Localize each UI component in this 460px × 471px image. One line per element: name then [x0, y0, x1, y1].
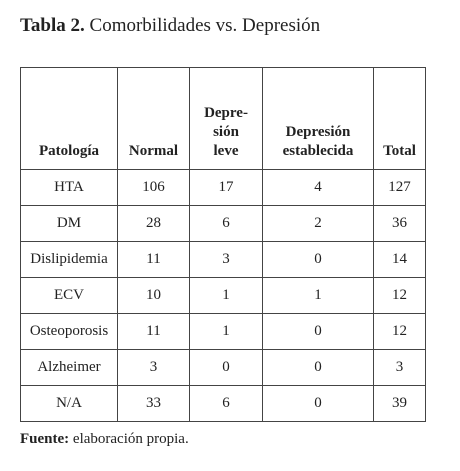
- header-cell: Total: [373, 67, 426, 170]
- header-cell: Depresión establecida: [262, 67, 374, 170]
- table-cell: 106: [117, 169, 190, 206]
- table-cell: 6: [189, 205, 263, 242]
- header-text: establecida: [282, 143, 354, 159]
- table-cell: DM: [20, 205, 118, 242]
- table-cell: 127: [373, 169, 426, 206]
- table-cell: 3: [189, 241, 263, 278]
- table-cell: 12: [373, 313, 426, 350]
- table-row: ECV 10 1 1 12: [20, 277, 426, 314]
- table-cell: 0: [262, 241, 374, 278]
- table-cell: 2: [262, 205, 374, 242]
- table-cell: 0: [262, 385, 374, 422]
- table-row: DM 28 6 2 36: [20, 205, 426, 242]
- table-cell: 1: [189, 277, 263, 314]
- table-cell: 3: [117, 349, 190, 386]
- footer: Fuente: elaboración propia.: [20, 431, 189, 448]
- title-label: Tabla 2.: [20, 15, 85, 36]
- header-text: Patología: [39, 143, 99, 159]
- table-row: HTA 106 17 4 127: [20, 169, 426, 206]
- header-text: sión: [213, 124, 239, 140]
- table-cell: 1: [189, 313, 263, 350]
- table-body: HTA 106 17 4 127 DM 28 6 2 36 Dislipidemia 11 3 0 14 EC…: [20, 169, 426, 422]
- header-cell: Patología: [20, 67, 118, 170]
- table: Patología Normal Depre-sión leve Depresión es…: [20, 67, 426, 422]
- header-row: Patología Normal Depre-sión leve Depresión es…: [20, 67, 426, 170]
- table-cell: ECV: [20, 277, 118, 314]
- table-row: Dislipidemia 11 3 0 14: [20, 241, 426, 278]
- table-cell: 12: [373, 277, 426, 314]
- table-cell: Osteoporosis: [20, 313, 118, 350]
- table-cell: 1: [262, 277, 374, 314]
- table-cell: 28: [117, 205, 190, 242]
- table-cell: 3: [373, 349, 426, 386]
- header-text: Normal: [128, 143, 179, 159]
- table-cell: 39: [373, 385, 426, 422]
- table-cell: 11: [117, 241, 190, 278]
- header-text: Depre-: [204, 105, 248, 121]
- header-cell: Depre-sión leve: [189, 67, 263, 170]
- footer-label: Fuente:: [20, 431, 70, 447]
- table-cell: Dislipidemia: [20, 241, 118, 278]
- table-cell: 33: [117, 385, 190, 422]
- table-cell: 17: [189, 169, 263, 206]
- title-text: Comorbilidades vs. Depresión: [89, 15, 321, 36]
- table-cell: 14: [373, 241, 426, 278]
- table-cell: 6: [189, 385, 263, 422]
- table-row: N/A 33 6 0 39: [20, 385, 426, 422]
- table-cell: 0: [262, 313, 374, 350]
- table-cell: 36: [373, 205, 426, 242]
- table-title: Tabla 2. Comorbilidades vs. Depresión: [20, 15, 320, 37]
- table-row: Alzheimer 3 0 0 3: [20, 349, 426, 386]
- table-cell: N/A: [20, 385, 118, 422]
- table-cell: HTA: [20, 169, 118, 206]
- table-cell: 4: [262, 169, 374, 206]
- header-text: leve: [213, 143, 239, 159]
- table-cell: 11: [117, 313, 190, 350]
- table-cell: 0: [262, 349, 374, 386]
- header-text: Total: [383, 143, 416, 159]
- table-cell: 0: [189, 349, 263, 386]
- table-cell: 10: [117, 277, 190, 314]
- table-row: Osteoporosis 11 1 0 12: [20, 313, 426, 350]
- table-cell: Alzheimer: [20, 349, 118, 386]
- header-text: Depresión: [285, 124, 351, 140]
- header-cell: Normal: [117, 67, 190, 170]
- footer-text: elaboración propia.: [72, 431, 189, 447]
